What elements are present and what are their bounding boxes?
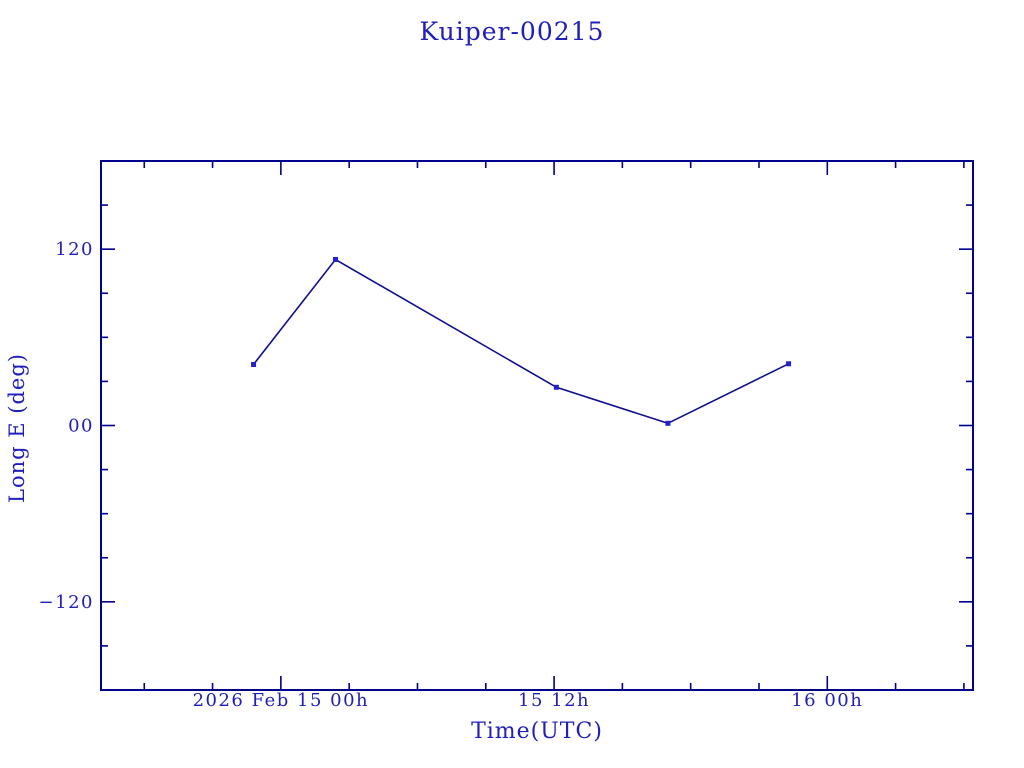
x-axis-label: Time(UTC) xyxy=(471,719,603,744)
chart-title: Kuiper-00215 xyxy=(419,17,605,46)
data-point-marker xyxy=(665,420,671,426)
x-tick-label: 15 12h xyxy=(518,690,590,711)
y-tick-label: 120 xyxy=(55,239,94,260)
plot-frame xyxy=(100,160,974,691)
y-tick-label: −120 xyxy=(39,592,94,613)
data-point-marker xyxy=(553,384,559,390)
x-tick-label: 16 00h xyxy=(791,690,863,711)
data-line xyxy=(252,258,789,425)
y-tick-label: 00 xyxy=(68,416,94,437)
x-tick-label: 2026 Feb 15 00h xyxy=(193,690,370,711)
data-point-marker xyxy=(333,256,339,262)
data-point-marker xyxy=(786,361,792,367)
data-point-marker xyxy=(251,362,257,368)
